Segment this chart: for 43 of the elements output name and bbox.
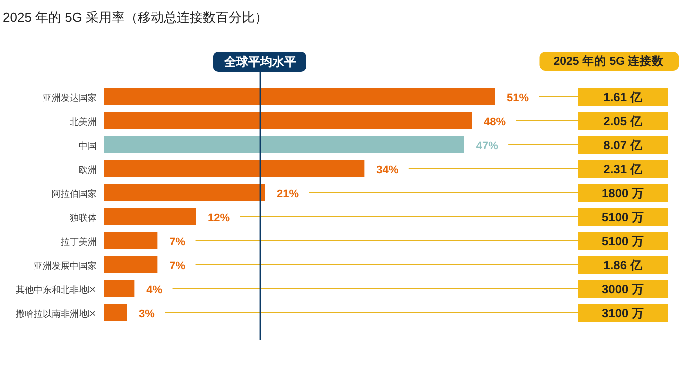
data-label: 47% — [476, 140, 499, 152]
y-tick-label: 亚洲发达国家 — [43, 93, 97, 103]
y-tick-label: 拉丁美洲 — [61, 237, 97, 247]
y-tick-label: 阿拉伯国家 — [52, 189, 97, 199]
text: 2025 年的 5G 连接数 — [554, 54, 666, 68]
bar — [104, 88, 495, 106]
text: 2.05 亿 — [604, 114, 644, 128]
y-tick-label: 北美洲 — [70, 117, 97, 127]
data-label: 7% — [170, 260, 186, 272]
bar — [104, 112, 472, 130]
bar — [104, 184, 265, 202]
bar — [104, 280, 135, 298]
text: 8.07 亿 — [604, 138, 644, 152]
data-label: 3% — [139, 308, 156, 320]
data-label: 12% — [208, 212, 230, 224]
data-label: 21% — [277, 188, 300, 200]
bar — [104, 136, 464, 154]
y-tick-label: 亚洲发展中国家 — [34, 261, 97, 271]
y-tick-label: 中国 — [79, 141, 97, 151]
text: 3100 万 — [602, 306, 644, 320]
data-label: 4% — [146, 284, 163, 296]
bar — [104, 304, 127, 322]
text: 1.61 亿 — [604, 90, 644, 104]
text: 1.86 亿 — [604, 258, 644, 272]
text: 5100 万 — [602, 234, 644, 248]
ref-line-label: 全球平均水平 — [223, 55, 296, 69]
data-label: 34% — [376, 164, 399, 176]
bar — [104, 208, 196, 226]
data-label: 48% — [484, 116, 506, 128]
text: 2.31 亿 — [604, 162, 644, 176]
bar — [104, 256, 158, 274]
text: 3000 万 — [602, 282, 644, 296]
y-tick-label: 欧洲 — [79, 165, 97, 175]
data-label: 7% — [170, 236, 186, 248]
data-label: 51% — [507, 92, 530, 104]
y-tick-label: 独联体 — [70, 213, 97, 223]
y-tick-label: 其他中东和北非地区 — [16, 285, 97, 295]
text: 5100 万 — [602, 210, 644, 224]
bar — [104, 160, 365, 178]
bar — [104, 232, 158, 250]
y-tick-label: 撒哈拉以南非洲地区 — [16, 309, 97, 319]
text: 1800 万 — [602, 186, 644, 200]
chart-title: 2025 年的 5G 采用率（移动总连接数百分比） — [3, 10, 268, 25]
